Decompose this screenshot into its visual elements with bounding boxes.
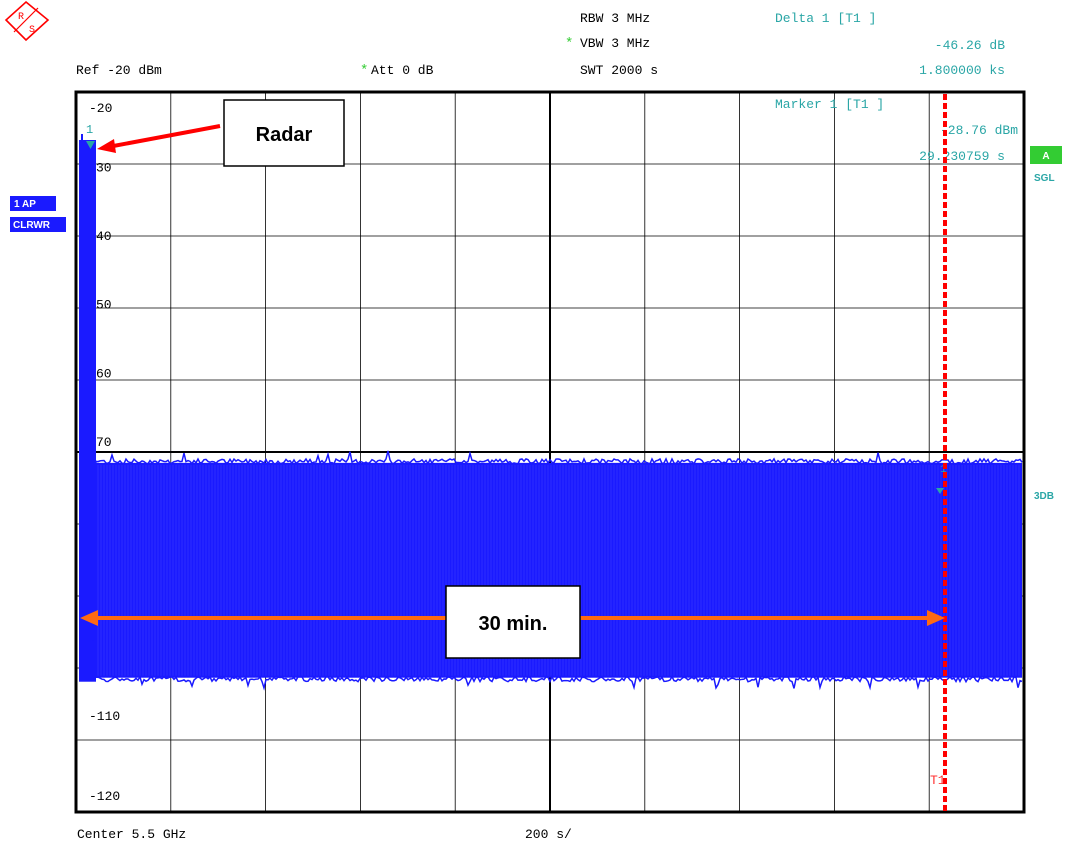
duration-callout: 30 min. [80, 585, 945, 659]
y-tick-label: 60 [96, 366, 112, 381]
mode-badge-bg [10, 217, 66, 232]
marker-1-triangle [86, 141, 95, 149]
delta-time: 1.800000 ks [919, 63, 1005, 78]
delta-marker-label: 1 [940, 464, 947, 476]
vbw-label: VBW 3 MHz [580, 36, 650, 51]
rohde-schwarz-logo: R S [4, 0, 50, 42]
radar-arrow-line [107, 124, 221, 149]
radar-burst [79, 140, 96, 682]
ref-level-label: Ref -20 dBm [76, 63, 162, 78]
radar-label: Radar [256, 124, 313, 146]
y-tick-label: 70 [96, 435, 112, 450]
3db-indicator: 3DB [1034, 491, 1054, 502]
y-tick-labels: -20 30 40 50 60 70 -110 -120 [89, 101, 120, 804]
vbw-asterisk: * [565, 36, 573, 52]
radar-burst-tail [91, 640, 94, 671]
radar-box [223, 99, 345, 167]
trace-badge-bg [10, 196, 56, 211]
marker-time: 29.230759 s [919, 149, 1005, 164]
delta-marker-triangle [936, 488, 944, 494]
marker-value: -28.76 dBm [940, 123, 1018, 138]
noise-upper-edge [95, 450, 1023, 466]
radar-callout: Radar [97, 99, 345, 167]
attenuation-label: Att 0 dB [371, 63, 434, 78]
att-asterisk: * [360, 63, 368, 79]
center-frequency-label: Center 5.5 GHz [77, 827, 186, 842]
svg-text:R: R [18, 12, 24, 23]
y-tick-label: -20 [89, 101, 112, 116]
rbw-label: RBW 3 MHz [580, 11, 650, 26]
radar-arrow-head [97, 139, 116, 153]
y-tick-label: -120 [89, 789, 120, 804]
duration-box [445, 585, 581, 659]
y-tick-label: 40 [96, 229, 112, 244]
t1-line-label: T1 [930, 773, 946, 788]
marker-1-label: 1 [86, 123, 93, 137]
delta-title: Delta 1 [T1 ] [775, 11, 876, 26]
y-tick-label: -110 [89, 709, 120, 724]
plot-grid [74, 90, 1026, 814]
y-tick-label: 50 [96, 298, 112, 313]
svg-text:S: S [29, 25, 35, 36]
noise-lower-edge [95, 674, 1023, 691]
y-tick-label: 30 [96, 161, 112, 176]
mode-badge: CLRWR [13, 220, 51, 231]
sgl-indicator: SGL [1034, 173, 1055, 184]
duration-label: 30 min. [479, 613, 548, 635]
swt-label: SWT 2000 s [580, 63, 658, 78]
time-per-division-label: 200 s/ [525, 827, 572, 842]
a-badge-bg [1030, 146, 1062, 164]
trace-badge: 1 AP [14, 199, 36, 210]
marker-title: Marker 1 [T1 ] [775, 97, 884, 112]
delta-value: -46.26 dB [935, 38, 1005, 53]
duration-arrow-left [80, 610, 98, 626]
a-badge: A [1042, 151, 1049, 162]
duration-arrow-right [927, 610, 945, 626]
